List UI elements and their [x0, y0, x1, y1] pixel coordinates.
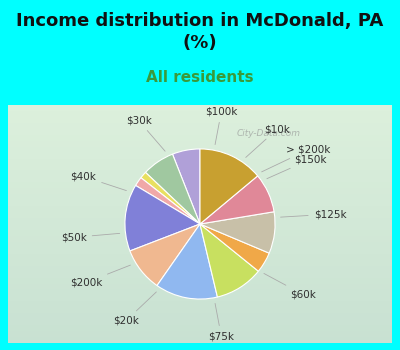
Bar [8, 301, 392, 307]
Text: $200k: $200k [70, 265, 130, 288]
Text: $30k: $30k [126, 116, 165, 151]
Bar [8, 295, 392, 301]
Text: City-Data.com: City-Data.com [237, 129, 301, 138]
Bar [8, 224, 392, 230]
Bar [8, 331, 392, 337]
Bar [8, 105, 392, 111]
Bar [8, 111, 392, 117]
Bar [8, 325, 392, 331]
Bar [8, 206, 392, 212]
Bar [8, 272, 392, 278]
Wedge shape [125, 186, 200, 251]
Bar [8, 337, 392, 343]
Bar [8, 242, 392, 248]
Bar [8, 147, 392, 153]
Wedge shape [200, 149, 258, 224]
Text: Income distribution in McDonald, PA
(%): Income distribution in McDonald, PA (%) [16, 12, 384, 52]
Bar [8, 200, 392, 206]
Bar [8, 248, 392, 254]
Bar [8, 289, 392, 295]
Wedge shape [146, 154, 200, 224]
Bar [8, 176, 392, 182]
Text: > $200k: > $200k [262, 145, 331, 172]
Text: $150k: $150k [267, 154, 326, 179]
Bar [8, 278, 392, 284]
Bar [8, 159, 392, 164]
Wedge shape [157, 224, 218, 299]
Bar [8, 135, 392, 141]
Bar [8, 236, 392, 242]
Bar [8, 194, 392, 200]
Bar [8, 266, 392, 272]
Bar [8, 123, 392, 129]
Wedge shape [200, 224, 269, 271]
Bar [8, 129, 392, 135]
Bar [8, 170, 392, 176]
Text: $75k: $75k [208, 303, 234, 341]
Wedge shape [141, 173, 200, 224]
Wedge shape [200, 212, 275, 253]
Bar [8, 153, 392, 159]
Text: All residents: All residents [146, 70, 254, 85]
Text: $125k: $125k [280, 209, 346, 219]
Wedge shape [136, 178, 200, 224]
Text: $20k: $20k [113, 292, 156, 326]
Bar [8, 230, 392, 236]
Bar [8, 164, 392, 170]
Bar [8, 307, 392, 313]
Text: $100k: $100k [205, 107, 238, 145]
Bar [8, 212, 392, 218]
Bar [8, 141, 392, 147]
Text: $40k: $40k [70, 172, 126, 191]
Text: $60k: $60k [264, 273, 316, 299]
Bar [8, 182, 392, 188]
Bar [8, 117, 392, 123]
Wedge shape [130, 224, 200, 286]
Bar [8, 313, 392, 319]
Wedge shape [200, 176, 274, 224]
Bar [8, 254, 392, 260]
Bar [8, 188, 392, 194]
Text: $50k: $50k [61, 232, 120, 242]
Bar [8, 284, 392, 289]
Bar [8, 319, 392, 325]
Text: $10k: $10k [246, 125, 290, 158]
Wedge shape [200, 224, 258, 297]
Bar [8, 218, 392, 224]
Wedge shape [172, 149, 200, 224]
Bar [8, 260, 392, 266]
